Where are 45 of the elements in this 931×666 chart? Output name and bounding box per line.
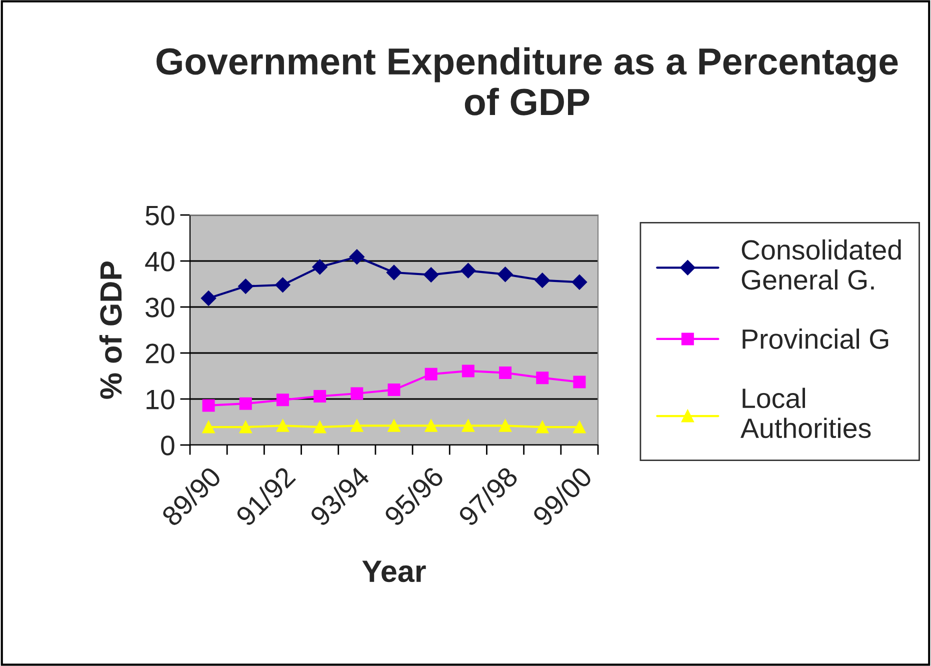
point xyxy=(349,249,364,264)
y-tick-label: 0 xyxy=(161,436,174,456)
legend-label: Provincial G xyxy=(742,328,888,349)
point xyxy=(460,263,476,278)
point xyxy=(572,274,588,290)
point xyxy=(239,420,252,434)
x-axis-title: Year xyxy=(362,560,426,582)
point xyxy=(239,397,252,410)
point xyxy=(350,387,364,400)
point xyxy=(276,419,289,432)
point xyxy=(202,420,215,434)
point xyxy=(573,420,586,434)
point xyxy=(424,267,439,282)
point xyxy=(200,290,216,306)
chart-title: Government Expenditure as a Percentage of GDP xyxy=(156,47,898,116)
point xyxy=(275,277,290,292)
point xyxy=(534,272,550,288)
y-tick-label: 50 xyxy=(146,206,174,226)
legend-label: Local Authorities xyxy=(740,388,871,438)
point xyxy=(350,419,364,432)
point xyxy=(386,264,402,280)
point xyxy=(388,419,400,432)
point xyxy=(462,419,474,432)
point xyxy=(388,384,400,396)
y-tick-label: 40 xyxy=(145,252,174,272)
y-tick-label: 20 xyxy=(146,344,174,364)
y-axis-title: % of GDP xyxy=(99,261,122,399)
point xyxy=(499,366,512,380)
point xyxy=(536,372,549,384)
point xyxy=(202,399,215,412)
y-tick-label: 10 xyxy=(146,390,174,410)
point xyxy=(314,390,326,402)
point xyxy=(424,368,438,380)
point xyxy=(238,278,254,294)
point xyxy=(573,376,586,388)
point xyxy=(276,394,289,406)
point xyxy=(499,419,512,432)
point xyxy=(314,420,326,434)
point xyxy=(462,364,474,378)
point xyxy=(498,266,513,282)
y-tick-label: 30 xyxy=(146,298,174,318)
point xyxy=(536,420,549,434)
point xyxy=(424,419,438,432)
legend-label: Consolidated General G. xyxy=(742,239,901,290)
point xyxy=(312,259,328,275)
